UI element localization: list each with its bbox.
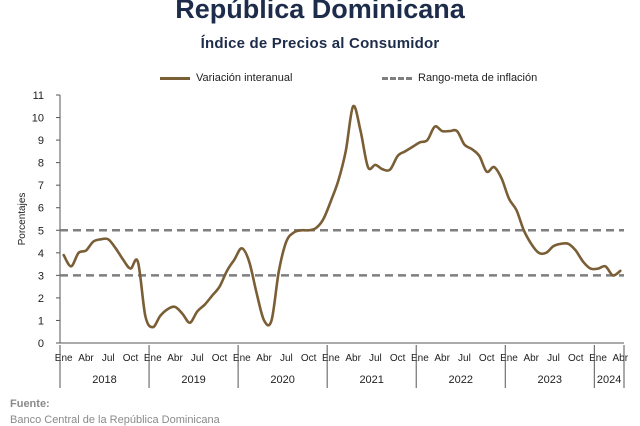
legend-label-series: Variación interanual — [196, 72, 293, 84]
y-tick-label: 0 — [38, 338, 44, 350]
chart-subtitle: Índice de Precios al Consumidor — [200, 35, 440, 52]
year-label: 2021 — [359, 374, 383, 386]
x-tick-label: Oct — [123, 353, 139, 364]
legend-item-series: Variación interanual — [160, 72, 292, 84]
series-line-inflation — [62, 104, 622, 329]
source-text: Banco Central de la República Dominicana — [10, 414, 220, 426]
x-tick-label: Abr — [523, 353, 539, 364]
year-label: 2019 — [181, 374, 205, 386]
legend-label-target: Rango-meta de inflación — [418, 72, 538, 84]
x-tick-label: Jul — [369, 353, 382, 364]
x-tick-label: Abr — [78, 353, 94, 364]
x-tick-label: Oct — [390, 353, 406, 364]
y-tick-label: 3 — [38, 270, 44, 282]
source-label: Fuente: — [10, 398, 50, 410]
x-tick-label: Ene — [144, 353, 162, 364]
x-tick-label: Abr — [256, 353, 272, 364]
legend-item-target: Rango-meta de inflación — [382, 72, 537, 84]
year-label: 2018 — [92, 374, 116, 386]
x-tick-label: Abr — [434, 353, 450, 364]
y-tick-label: 4 — [38, 248, 44, 260]
x-tick-label: Jul — [102, 353, 115, 364]
x-tick-label: Ene — [55, 353, 73, 364]
x-tick-label: Jul — [191, 353, 204, 364]
x-tick-label: Oct — [301, 353, 317, 364]
x-tick-label: Oct — [479, 353, 495, 364]
y-axis-title: Porcentajes — [17, 193, 28, 246]
x-tick-label: Abr — [167, 353, 183, 364]
x-tick-label: Abr — [613, 353, 629, 364]
legend-swatch-target — [382, 76, 412, 80]
x-tick-label: Jul — [547, 353, 560, 364]
x-tick-label: Ene — [411, 353, 429, 364]
year-label: 2024 — [597, 374, 621, 386]
y-tick-label: 6 — [38, 203, 44, 215]
legend: Variación interanual Rango-meta de infla… — [0, 72, 640, 88]
year-label: 2023 — [538, 374, 562, 386]
x-tick-label: Oct — [568, 353, 584, 364]
y-tick-label: 11 — [33, 90, 44, 102]
y-tick-label: 2 — [38, 293, 44, 305]
y-tick-label: 9 — [38, 135, 44, 147]
year-label: 2020 — [270, 374, 294, 386]
y-tick-label: 1 — [38, 315, 44, 327]
y-tick-label: 8 — [38, 158, 44, 170]
x-tick-label: Jul — [280, 353, 293, 364]
year-label: 2022 — [448, 374, 472, 386]
x-tick-label: Oct — [212, 353, 228, 364]
legend-swatch-series — [160, 76, 190, 80]
y-tick-label: 5 — [38, 225, 44, 237]
y-tick-label: 10 — [32, 113, 44, 125]
x-tick-label: Ene — [322, 353, 340, 364]
x-tick-label: Ene — [589, 353, 607, 364]
x-tick-label: Ene — [233, 353, 251, 364]
x-tick-label: Jul — [458, 353, 471, 364]
chart-title: República Dominicana — [175, 0, 465, 24]
y-tick-label: 7 — [38, 180, 44, 192]
x-tick-label: Ene — [500, 353, 518, 364]
x-tick-label: Abr — [345, 353, 361, 364]
